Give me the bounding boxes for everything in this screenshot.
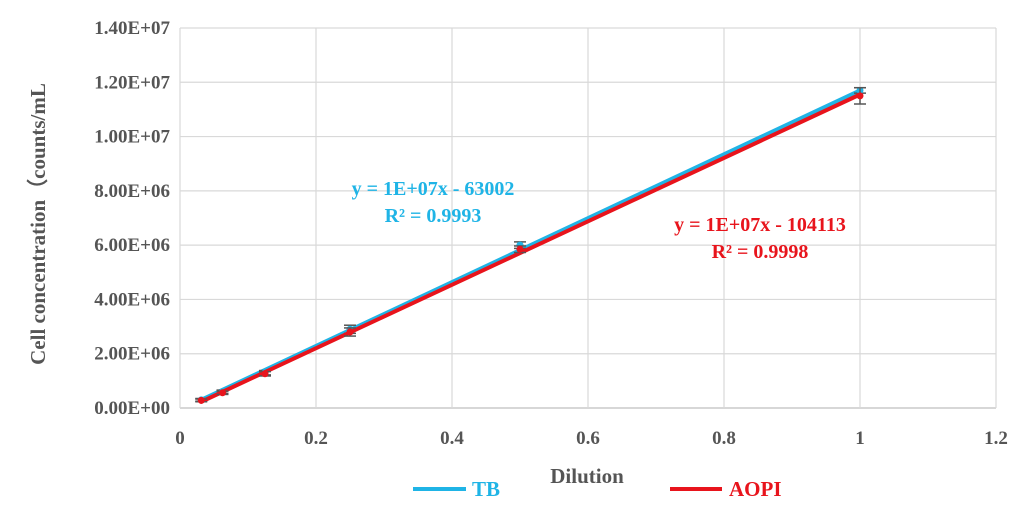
y-tick-labels: 0.00E+00 2.00E+06 4.00E+06 6.00E+06 8.00E+06… [94,18,170,419]
aopi-data-point [346,328,354,336]
grid [179,27,997,409]
x-axis-title: Dilution [550,464,624,488]
legend-label-tb: TB [472,477,500,501]
y-tick-label: 2.00E+06 [94,344,170,365]
x-tick-label: 1 [855,428,865,449]
x-tick-label: 0.8 [712,428,736,449]
aopi-trend-line [199,92,862,404]
y-tick-label: 0.00E+00 [94,398,170,419]
y-tick-label: 8.00E+06 [94,181,170,202]
x-tick-label: 0 [175,428,185,449]
aopi-r2: R² = 0.9998 [712,241,809,263]
legend-label-aopi: AOPI [729,477,782,501]
tb-trend-line [199,88,862,402]
legend: TB AOPI [413,477,782,501]
x-tick-label: 0.2 [304,428,328,449]
y-tick-label: 1.00E+07 [94,127,170,148]
y-tick-label: 4.00E+06 [94,289,170,310]
x-tick-label: 1.2 [984,428,1008,449]
y-axis-title: Cell concentration（counts/mL [26,83,50,365]
y-tick-label: 6.00E+06 [94,235,170,256]
aopi-equation: y = 1E+07x - 104113 [674,214,846,236]
tb-r2: R² = 0.9993 [385,205,482,227]
tb-equation: y = 1E+07x - 63002 [352,178,515,200]
x-tick-label: 0.6 [576,428,600,449]
series-aopi [195,86,866,404]
x-tick-label: 0.4 [440,428,464,449]
y-tick-label: 1.40E+07 [94,18,170,39]
aopi-data-point [197,396,205,404]
aopi-data-point [856,92,864,100]
x-tick-labels: 0 0.2 0.4 0.6 0.8 1 1.2 [175,428,1008,449]
series-layer [195,86,866,404]
y-tick-label: 1.20E+07 [94,72,170,93]
equation-annotations: y = 1E+07x - 63002 R² = 0.9993 y = 1E+07… [352,178,846,263]
aopi-data-point [261,370,269,378]
aopi-data-point [516,245,524,253]
aopi-data-point [219,389,226,397]
